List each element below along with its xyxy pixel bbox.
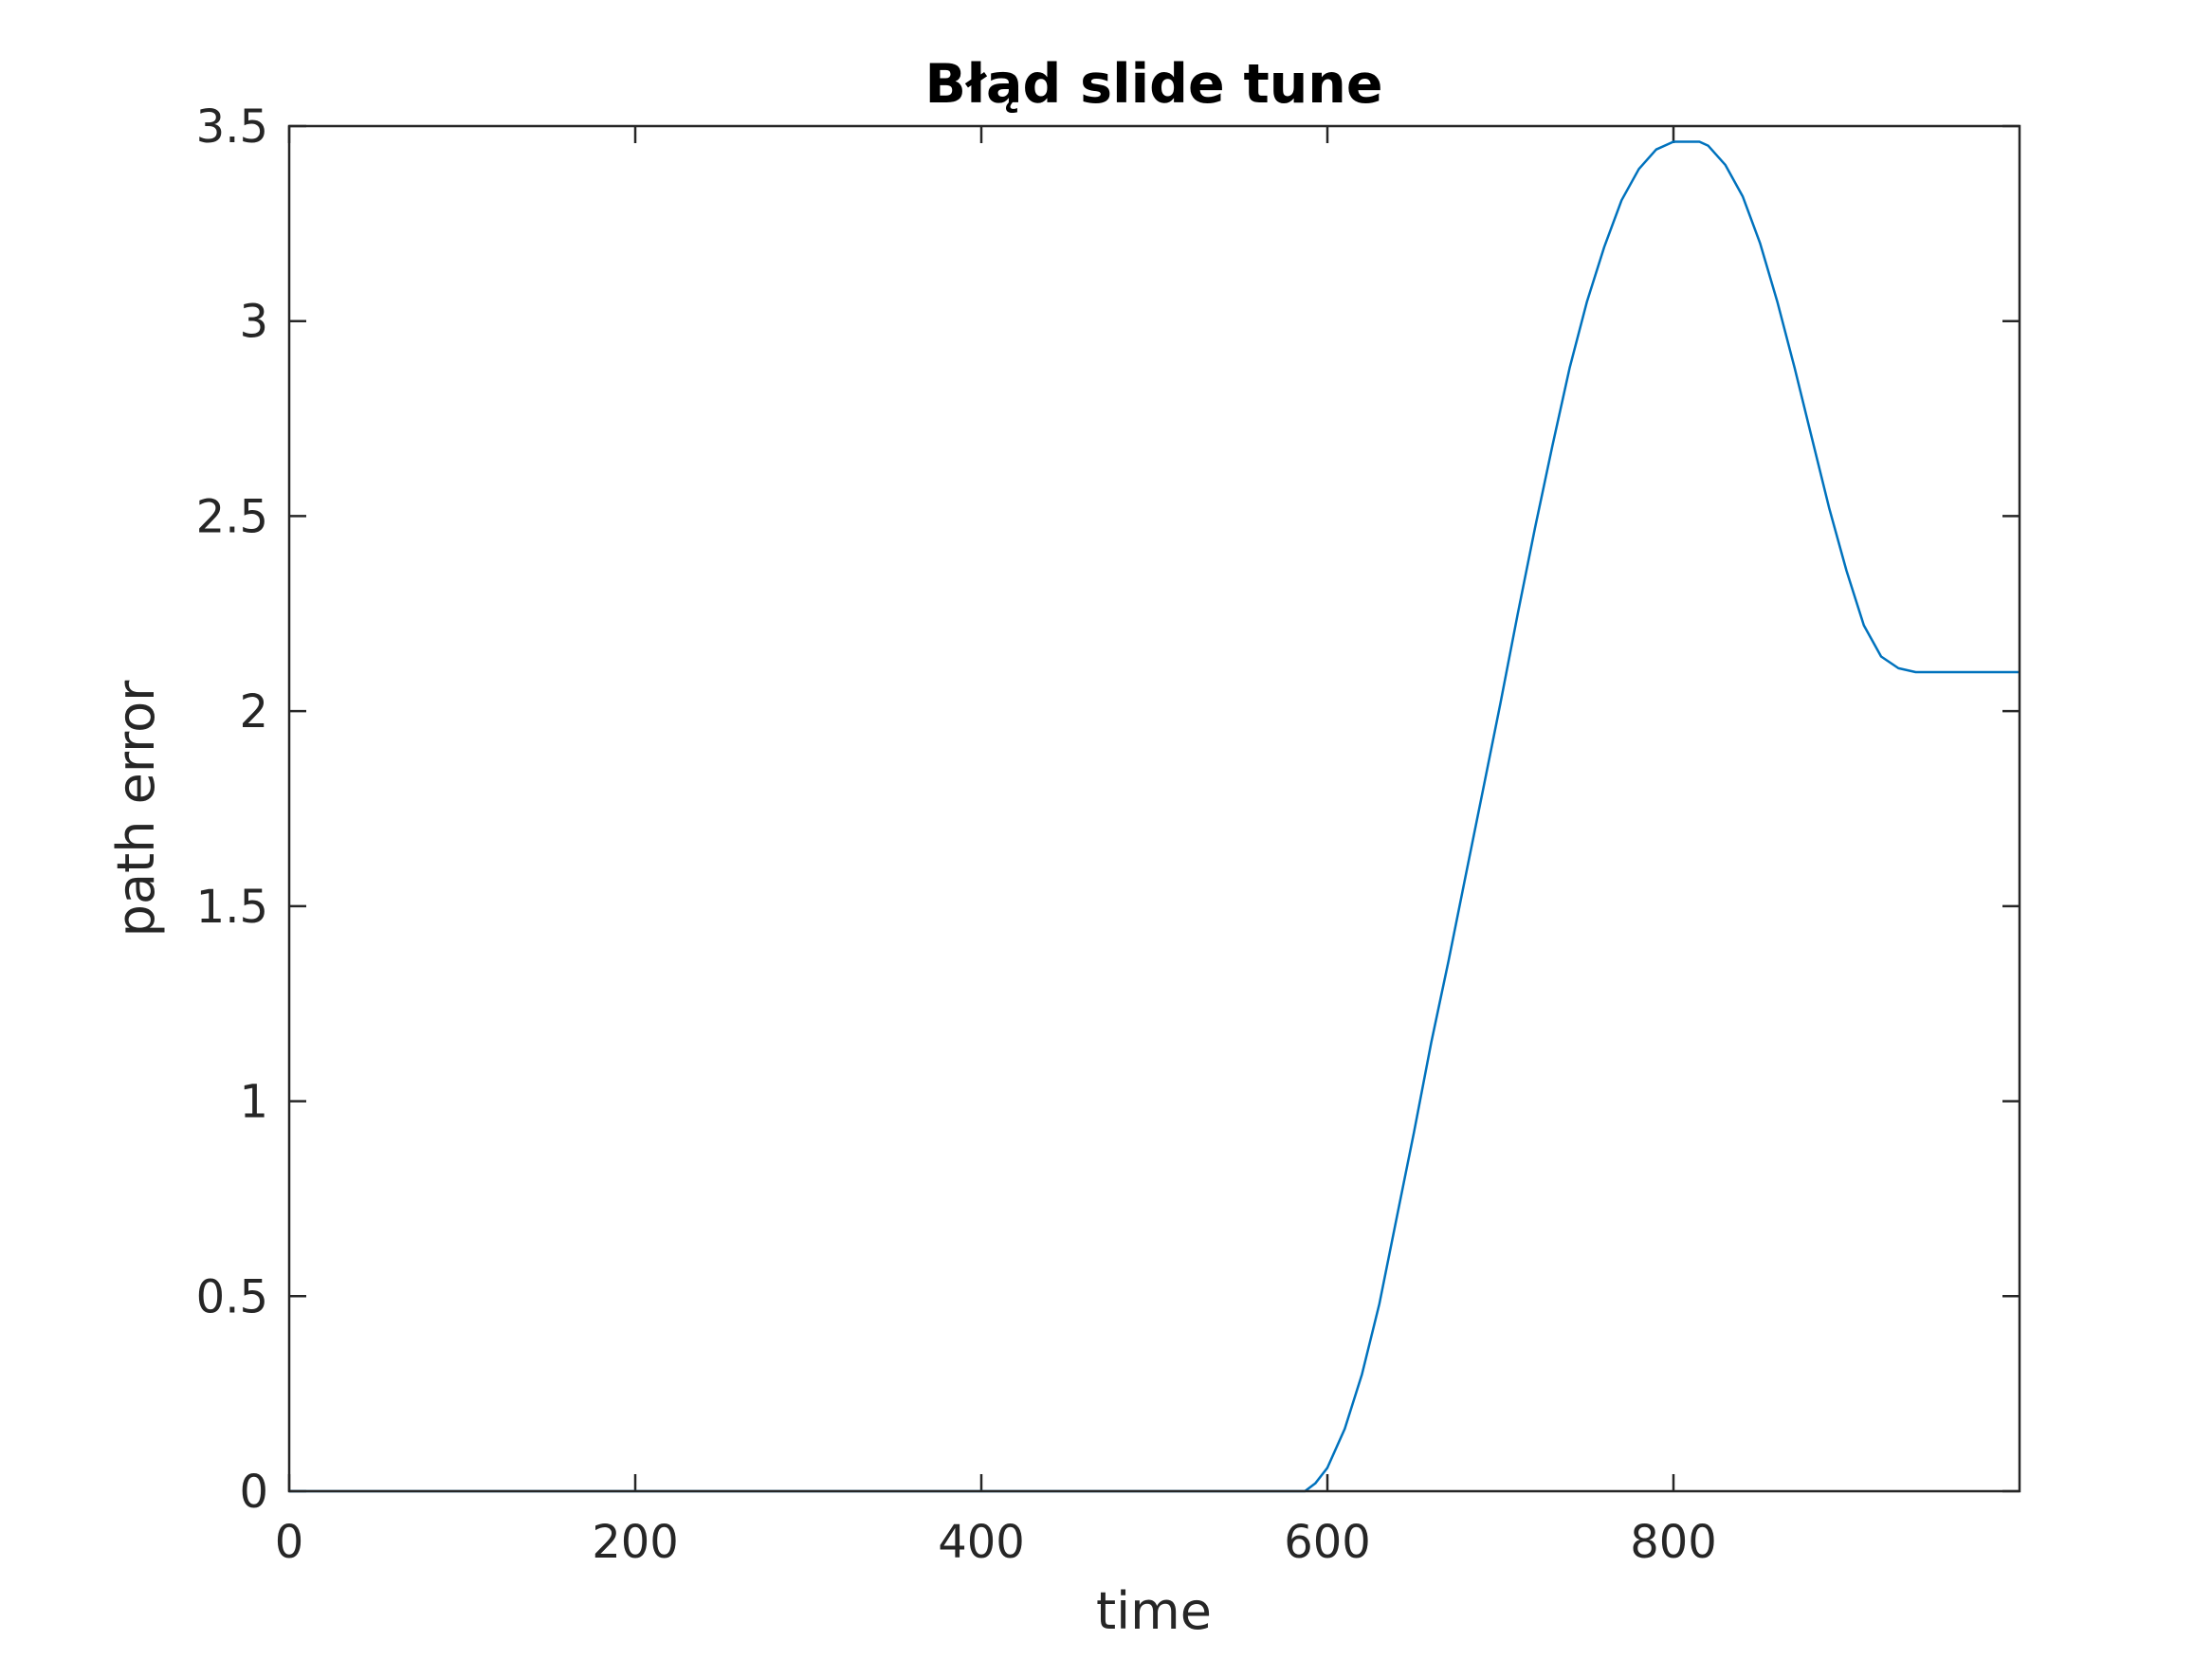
y-tick-label: 1.5 xyxy=(196,881,268,934)
y-tick-label: 3.5 xyxy=(196,100,268,154)
y-tick-label: 1 xyxy=(239,1076,268,1129)
x-tick-label: 400 xyxy=(938,1516,1025,1569)
y-tick-label: 3 xyxy=(239,296,268,349)
series-line xyxy=(289,140,2020,1493)
x-tick-label: 600 xyxy=(1284,1516,1371,1569)
y-axis-label: path error xyxy=(106,680,166,937)
axes-box xyxy=(287,124,2021,1493)
x-axis-label: time xyxy=(1096,1581,1212,1641)
tick-labels: 0 200 400 600 800 0 0.5 1 1.5 2 2.5 3 3.5 xyxy=(196,100,1717,1569)
series-layer xyxy=(289,140,2020,1493)
y-tick-label: 0 xyxy=(239,1466,268,1519)
y-tick-label: 2.5 xyxy=(196,490,268,543)
y-tick-label: 0.5 xyxy=(196,1270,268,1323)
x-tick-label: 0 xyxy=(275,1516,304,1569)
chart-title: Błąd slide tune xyxy=(924,53,1382,116)
y-tick-label: 2 xyxy=(239,685,268,738)
plot-area xyxy=(289,126,2020,1491)
x-tick-label: 800 xyxy=(1630,1516,1717,1569)
x-tick-label: 200 xyxy=(592,1516,679,1569)
